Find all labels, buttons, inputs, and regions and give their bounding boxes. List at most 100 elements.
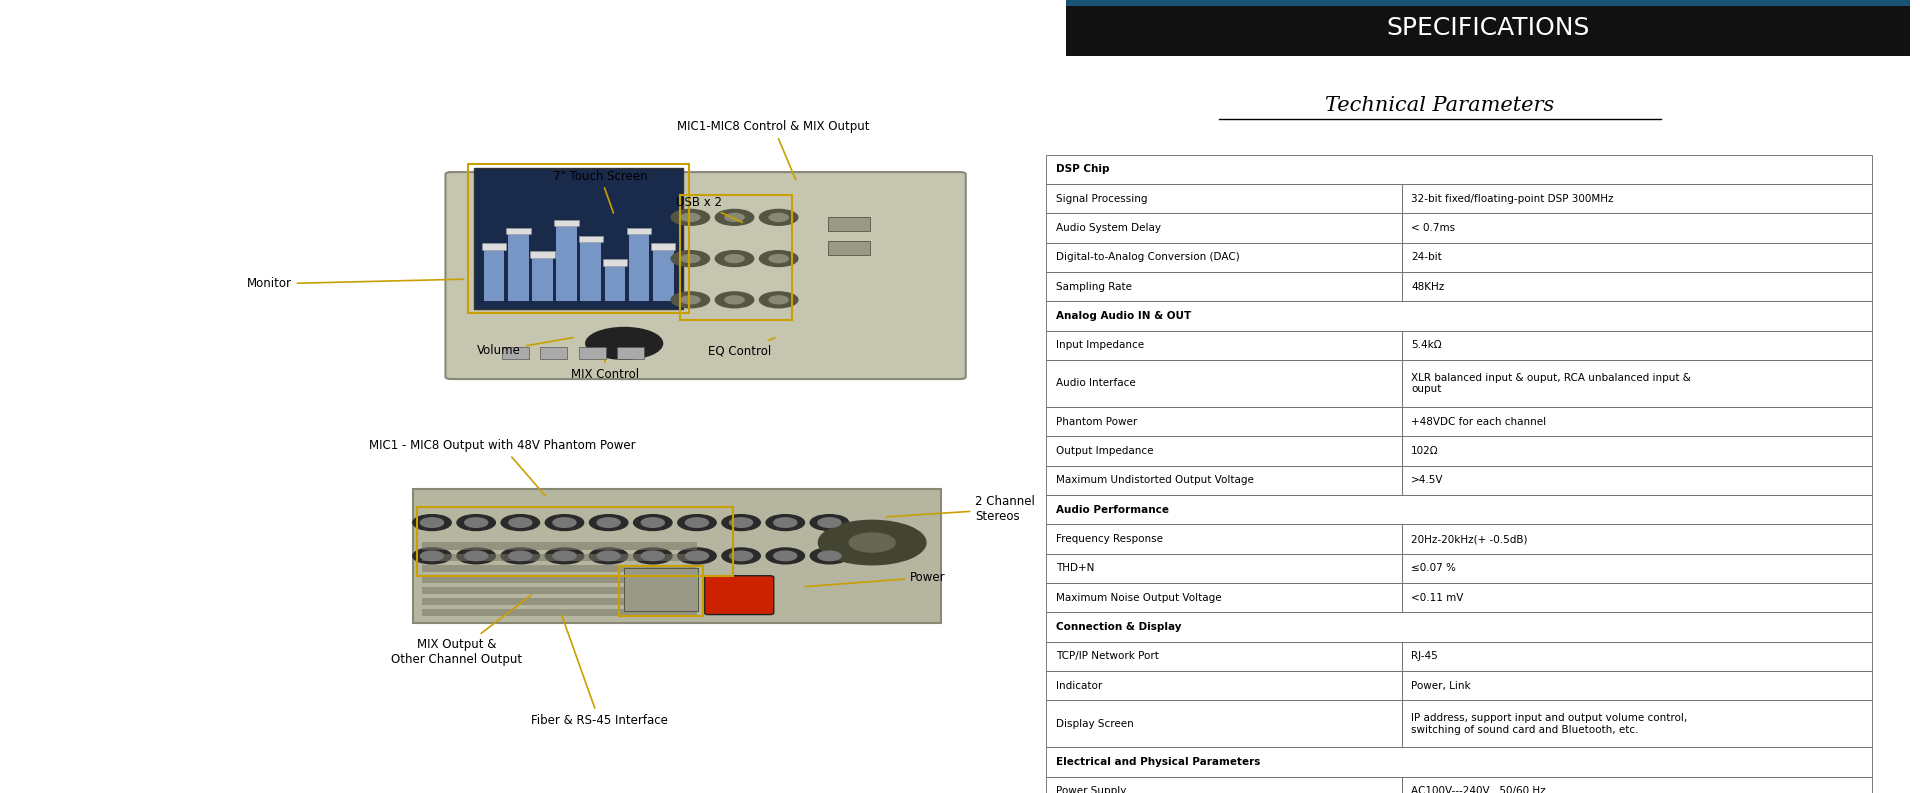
Bar xyxy=(557,222,576,301)
Text: Power Supply: Power Supply xyxy=(1056,787,1127,793)
Bar xyxy=(1402,776,1872,793)
Circle shape xyxy=(722,515,760,531)
Circle shape xyxy=(678,548,716,564)
Circle shape xyxy=(726,296,745,304)
Circle shape xyxy=(457,548,495,564)
Text: Signal Processing: Signal Processing xyxy=(1056,193,1148,204)
Circle shape xyxy=(589,548,628,564)
Circle shape xyxy=(413,548,451,564)
Text: Sampling Rate: Sampling Rate xyxy=(1056,282,1133,292)
Circle shape xyxy=(586,328,662,359)
Text: Indicator: Indicator xyxy=(1056,680,1102,691)
Bar xyxy=(422,587,697,594)
Text: Maximum Noise Output Voltage: Maximum Noise Output Voltage xyxy=(1056,592,1221,603)
Circle shape xyxy=(682,296,701,304)
Text: Audio Performance: Audio Performance xyxy=(1056,504,1169,515)
Circle shape xyxy=(716,209,755,225)
Bar xyxy=(1046,155,1872,184)
Circle shape xyxy=(597,518,620,527)
Text: Technical Parameters: Technical Parameters xyxy=(1325,96,1555,115)
Circle shape xyxy=(641,551,664,561)
Circle shape xyxy=(420,518,444,527)
Circle shape xyxy=(634,548,672,564)
Bar xyxy=(1402,360,1872,407)
Text: Phantom Power: Phantom Power xyxy=(1056,416,1137,427)
Bar xyxy=(1402,554,1872,583)
Circle shape xyxy=(672,292,710,308)
Bar xyxy=(628,230,649,301)
Bar xyxy=(1046,436,1402,465)
Bar xyxy=(578,236,603,242)
FancyBboxPatch shape xyxy=(705,576,774,615)
Bar xyxy=(1046,700,1402,747)
Text: MIC1 - MIC8 Output with 48V Phantom Power: MIC1 - MIC8 Output with 48V Phantom Powe… xyxy=(369,439,636,496)
Circle shape xyxy=(457,515,495,531)
Circle shape xyxy=(634,515,672,531)
Bar xyxy=(828,216,870,231)
Text: 102Ω: 102Ω xyxy=(1411,446,1438,456)
Bar xyxy=(1402,243,1872,272)
Bar xyxy=(1402,331,1872,360)
Circle shape xyxy=(774,551,797,561)
Text: ≤0.07 %: ≤0.07 % xyxy=(1411,563,1455,573)
Bar xyxy=(482,243,507,250)
Text: IP address, support input and output volume control,
switching of sound card and: IP address, support input and output vol… xyxy=(1411,713,1688,734)
Text: +48VDC for each channel: +48VDC for each channel xyxy=(1411,416,1546,427)
Bar xyxy=(1046,272,1402,301)
Text: 7" Touch Screen: 7" Touch Screen xyxy=(553,170,647,213)
Text: Volume: Volume xyxy=(478,338,574,357)
Bar xyxy=(618,565,703,616)
Bar xyxy=(1046,554,1402,583)
Circle shape xyxy=(810,515,849,531)
Circle shape xyxy=(682,255,701,262)
Text: Connection & Display: Connection & Display xyxy=(1056,622,1181,632)
Bar xyxy=(653,246,674,301)
Bar xyxy=(1402,436,1872,465)
Text: Maximum Undistorted Output Voltage: Maximum Undistorted Output Voltage xyxy=(1056,475,1254,485)
Circle shape xyxy=(818,518,841,527)
Text: 48KHz: 48KHz xyxy=(1411,282,1444,292)
Text: TCP/IP Network Port: TCP/IP Network Port xyxy=(1056,651,1160,661)
Circle shape xyxy=(672,251,710,266)
Text: Input Impedance: Input Impedance xyxy=(1056,340,1144,351)
Circle shape xyxy=(589,515,628,531)
Bar xyxy=(541,347,568,359)
Text: MIX Output &
Other Channel Output: MIX Output & Other Channel Output xyxy=(392,595,532,666)
Bar xyxy=(651,243,676,250)
Circle shape xyxy=(726,213,745,221)
Circle shape xyxy=(672,209,710,225)
Bar xyxy=(422,609,697,616)
Circle shape xyxy=(685,518,708,527)
Circle shape xyxy=(509,518,532,527)
Bar xyxy=(1046,301,1872,331)
Circle shape xyxy=(760,209,799,225)
Bar xyxy=(618,347,643,359)
Bar xyxy=(1046,465,1402,495)
Bar xyxy=(422,554,697,561)
Bar xyxy=(1046,642,1402,671)
Circle shape xyxy=(722,548,760,564)
Text: Monitor: Monitor xyxy=(248,278,465,290)
FancyBboxPatch shape xyxy=(445,172,966,379)
Text: Display Screen: Display Screen xyxy=(1056,718,1133,729)
Circle shape xyxy=(716,292,755,308)
Circle shape xyxy=(545,548,584,564)
Bar xyxy=(422,598,697,605)
Bar xyxy=(422,565,697,572)
Bar xyxy=(1046,243,1402,272)
Text: Power: Power xyxy=(804,571,947,587)
Circle shape xyxy=(730,551,753,561)
Circle shape xyxy=(760,292,799,308)
Bar xyxy=(468,164,689,313)
Text: Frequency Response: Frequency Response xyxy=(1056,534,1164,544)
Bar xyxy=(1402,671,1872,700)
Circle shape xyxy=(685,551,708,561)
Text: >4.5V: >4.5V xyxy=(1411,475,1444,485)
Bar xyxy=(1046,776,1402,793)
Text: AC100V---240V   50/60 Hz: AC100V---240V 50/60 Hz xyxy=(1411,787,1546,793)
Bar xyxy=(484,246,505,301)
Circle shape xyxy=(413,515,451,531)
Circle shape xyxy=(420,551,444,561)
Text: 5.4kΩ: 5.4kΩ xyxy=(1411,340,1442,351)
Circle shape xyxy=(553,551,576,561)
